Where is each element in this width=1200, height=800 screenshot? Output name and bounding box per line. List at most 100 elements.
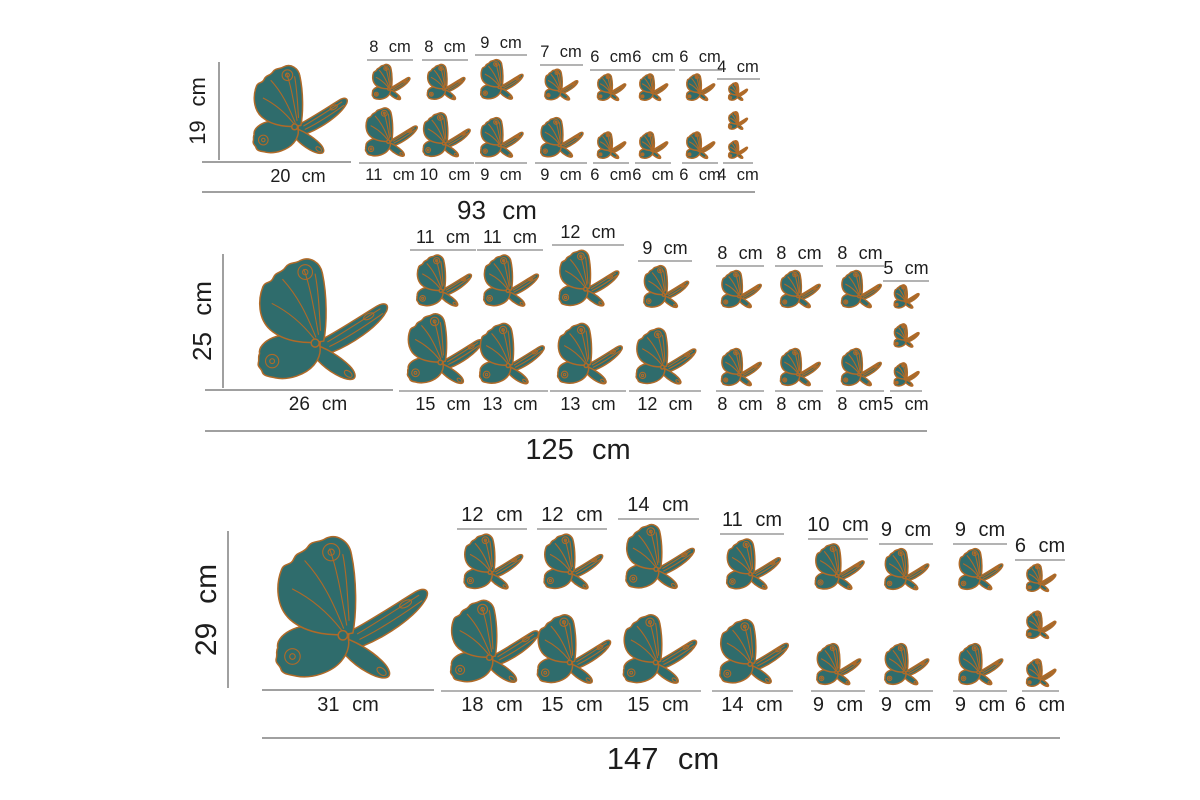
small-bottom-underline — [711, 690, 793, 692]
large-width-label: 26 cm — [288, 394, 348, 415]
small-top-size-label: 6 cm — [590, 48, 632, 67]
small-top-size-label: 12 cm — [461, 504, 523, 527]
small-bottom-size-label: 14 cm — [721, 694, 783, 716]
large-butterfly-graphic — [274, 535, 429, 680]
small-top-underline — [716, 78, 760, 81]
total-width-label: 125 cm — [525, 434, 631, 466]
small-butterfly-graphic — [1025, 658, 1056, 687]
small-bottom-size-label: 15 cm — [541, 694, 603, 716]
small-butterfly-graphic — [543, 534, 604, 590]
small-top-size-label: 12 cm — [541, 504, 603, 527]
small-butterfly-graphic — [1025, 563, 1056, 592]
small-top-size-label: 11 cm — [416, 227, 470, 248]
small-top-underline — [835, 264, 885, 267]
small-top-underline — [953, 543, 1007, 546]
small-bottom-underline — [953, 690, 1007, 692]
small-top-underline — [477, 249, 543, 252]
small-bottom-underline — [879, 690, 933, 692]
small-top-underline — [715, 264, 765, 267]
small-top-size-label: 6 cm — [1014, 534, 1066, 557]
small-top-underline — [617, 518, 699, 521]
small-bottom-underline — [416, 162, 474, 164]
total-width-label: 147 cm — [606, 741, 720, 776]
small-top-size-label: 14 cm — [627, 494, 689, 517]
small-bottom-size-label: 5 cm — [883, 394, 929, 414]
large-width-line — [262, 689, 434, 691]
small-bottom-underline — [535, 162, 587, 164]
small-bottom-underline — [549, 390, 627, 392]
small-top-underline — [883, 280, 929, 283]
small-top-underline — [1015, 558, 1065, 561]
small-top-size-label: 6 cm — [679, 48, 721, 67]
small-bottom-size-label: 18 cm — [461, 694, 523, 716]
small-top-underline — [637, 259, 693, 262]
small-bottom-size-label: 13 cm — [560, 394, 616, 414]
small-top-underline — [879, 543, 933, 546]
small-bottom-size-label: 8 cm — [837, 394, 883, 414]
small-bottom-underline — [440, 690, 544, 692]
small-bottom-size-label: 9 cm — [812, 694, 864, 716]
small-top-underline — [457, 528, 527, 531]
small-bottom-underline — [811, 690, 865, 692]
small-bottom-underline — [593, 162, 629, 164]
small-top-underline — [589, 68, 633, 71]
small-bottom-size-label: 4 cm — [717, 166, 759, 184]
small-bottom-underline — [528, 690, 616, 692]
small-top-size-label: 4 cm — [717, 57, 759, 76]
small-top-underline — [421, 58, 469, 61]
small-top-underline — [410, 249, 476, 252]
small-bottom-size-label: 15 cm — [415, 394, 471, 414]
small-top-underline — [719, 533, 785, 536]
small-bottom-size-label: 13 cm — [482, 394, 538, 414]
small-top-size-label: 11 cm — [722, 509, 782, 532]
small-butterfly-graphic — [463, 534, 524, 590]
small-bottom-underline — [715, 390, 765, 392]
small-butterfly-graphic — [884, 643, 930, 686]
small-top-size-label: 6 cm — [632, 48, 674, 67]
small-bottom-size-label: 9 cm — [880, 694, 932, 716]
small-bottom-size-label: 9 cm — [480, 166, 522, 184]
small-top-underline — [366, 58, 414, 61]
small-bottom-underline — [774, 390, 824, 392]
small-bottom-size-label: 8 cm — [717, 394, 763, 414]
small-top-underline — [475, 54, 527, 57]
height-dimension-line — [218, 62, 220, 160]
small-bottom-size-label: 11 cm — [365, 166, 415, 184]
small-bottom-underline — [682, 162, 718, 164]
small-top-size-label: 9 cm — [954, 519, 1006, 542]
small-bottom-size-label: 6 cm — [1014, 694, 1066, 716]
small-bottom-size-label: 6 cm — [679, 166, 721, 184]
small-bottom-size-label: 8 cm — [776, 394, 822, 414]
small-butterfly-graphic — [622, 614, 697, 684]
small-bottom-underline — [358, 162, 422, 164]
total-width-label: 93 cm — [457, 195, 537, 225]
small-top-size-label: 8 cm — [776, 242, 822, 263]
small-top-underline — [537, 528, 607, 531]
large-width-label: 31 cm — [317, 694, 379, 716]
small-top-size-label: 5 cm — [883, 258, 929, 279]
small-top-size-label: 7 cm — [540, 43, 582, 62]
small-butterfly-graphic — [449, 599, 539, 683]
small-bottom-size-label: 10 cm — [419, 166, 471, 184]
small-bottom-underline — [629, 390, 701, 392]
small-top-size-label: 8 cm — [837, 242, 883, 263]
small-bottom-size-label: 12 cm — [637, 394, 693, 414]
small-top-size-label: 9 cm — [642, 237, 688, 258]
small-bottom-size-label: 15 cm — [627, 694, 689, 716]
small-bottom-underline — [1021, 690, 1059, 692]
small-top-size-label: 8 cm — [717, 242, 763, 263]
small-top-underline — [631, 68, 675, 71]
total-width-line — [262, 737, 1060, 739]
small-top-underline — [774, 264, 824, 267]
small-bottom-size-label: 9 cm — [540, 166, 582, 184]
large-width-line — [205, 389, 393, 391]
small-top-size-label: 9 cm — [480, 33, 522, 52]
small-bottom-underline — [635, 162, 671, 164]
height-dimension-line — [222, 254, 224, 388]
total-width-line — [202, 191, 755, 193]
small-butterfly-graphic — [884, 548, 930, 591]
small-butterfly-graphic — [816, 643, 862, 686]
small-butterfly-graphic — [624, 524, 695, 590]
